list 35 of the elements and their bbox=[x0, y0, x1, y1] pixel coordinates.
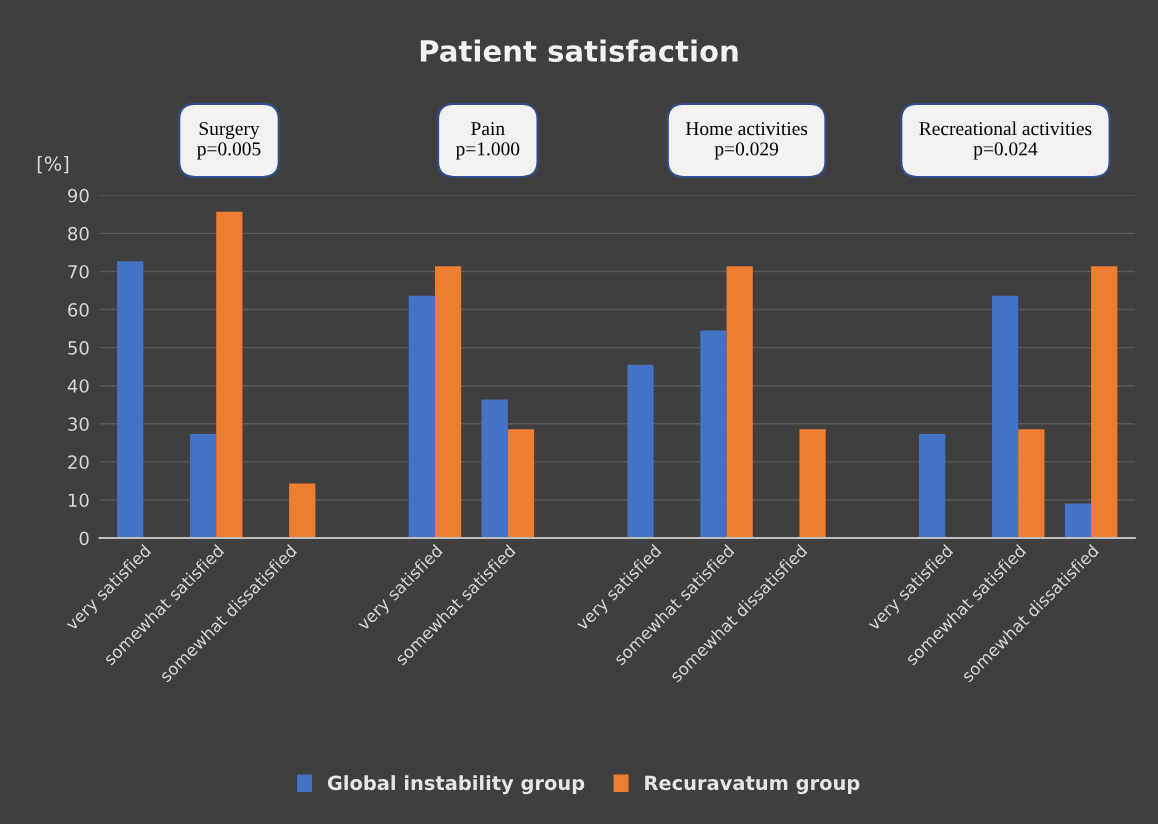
bar bbox=[627, 364, 654, 539]
y-tick-label: 10 bbox=[68, 493, 89, 508]
chart-title: Patient satisfaction bbox=[420, 39, 738, 63]
text: Recreational activities p=0.024 bbox=[919, 121, 1092, 160]
text: Pain p=1.000 bbox=[455, 122, 520, 160]
bar bbox=[1018, 429, 1045, 539]
bar bbox=[726, 266, 753, 539]
legend-label: Recuravatum group bbox=[645, 775, 860, 795]
text: Home activities p=0.029 bbox=[685, 122, 808, 160]
y-tick-label: 70 bbox=[68, 264, 89, 279]
bar bbox=[919, 434, 946, 539]
bar bbox=[117, 261, 144, 539]
text: Surgery p=0.005 bbox=[197, 122, 261, 160]
y-tick-label: 50 bbox=[68, 341, 89, 355]
bar bbox=[481, 399, 508, 539]
bar bbox=[216, 211, 243, 539]
y-tick-label: 60 bbox=[68, 303, 89, 317]
bar bbox=[1091, 266, 1118, 539]
y-tick-label: 0 bbox=[79, 531, 89, 546]
legend-label: Global instability group bbox=[327, 775, 585, 795]
bar bbox=[991, 295, 1019, 539]
bar bbox=[799, 429, 826, 539]
bar bbox=[289, 483, 316, 539]
bar bbox=[1064, 503, 1092, 539]
bar bbox=[434, 266, 462, 539]
y-tick-label: 90 bbox=[68, 188, 89, 203]
bar bbox=[408, 295, 435, 539]
bar bbox=[507, 429, 535, 539]
y-tick-label: 30 bbox=[68, 417, 89, 431]
y-tick-label: 40 bbox=[67, 379, 89, 393]
bar bbox=[700, 330, 727, 539]
y-axis-title: [%] bbox=[37, 155, 69, 174]
y-tick-label: 20 bbox=[68, 455, 89, 470]
bar bbox=[189, 434, 217, 539]
y-tick-label: 80 bbox=[68, 226, 89, 241]
